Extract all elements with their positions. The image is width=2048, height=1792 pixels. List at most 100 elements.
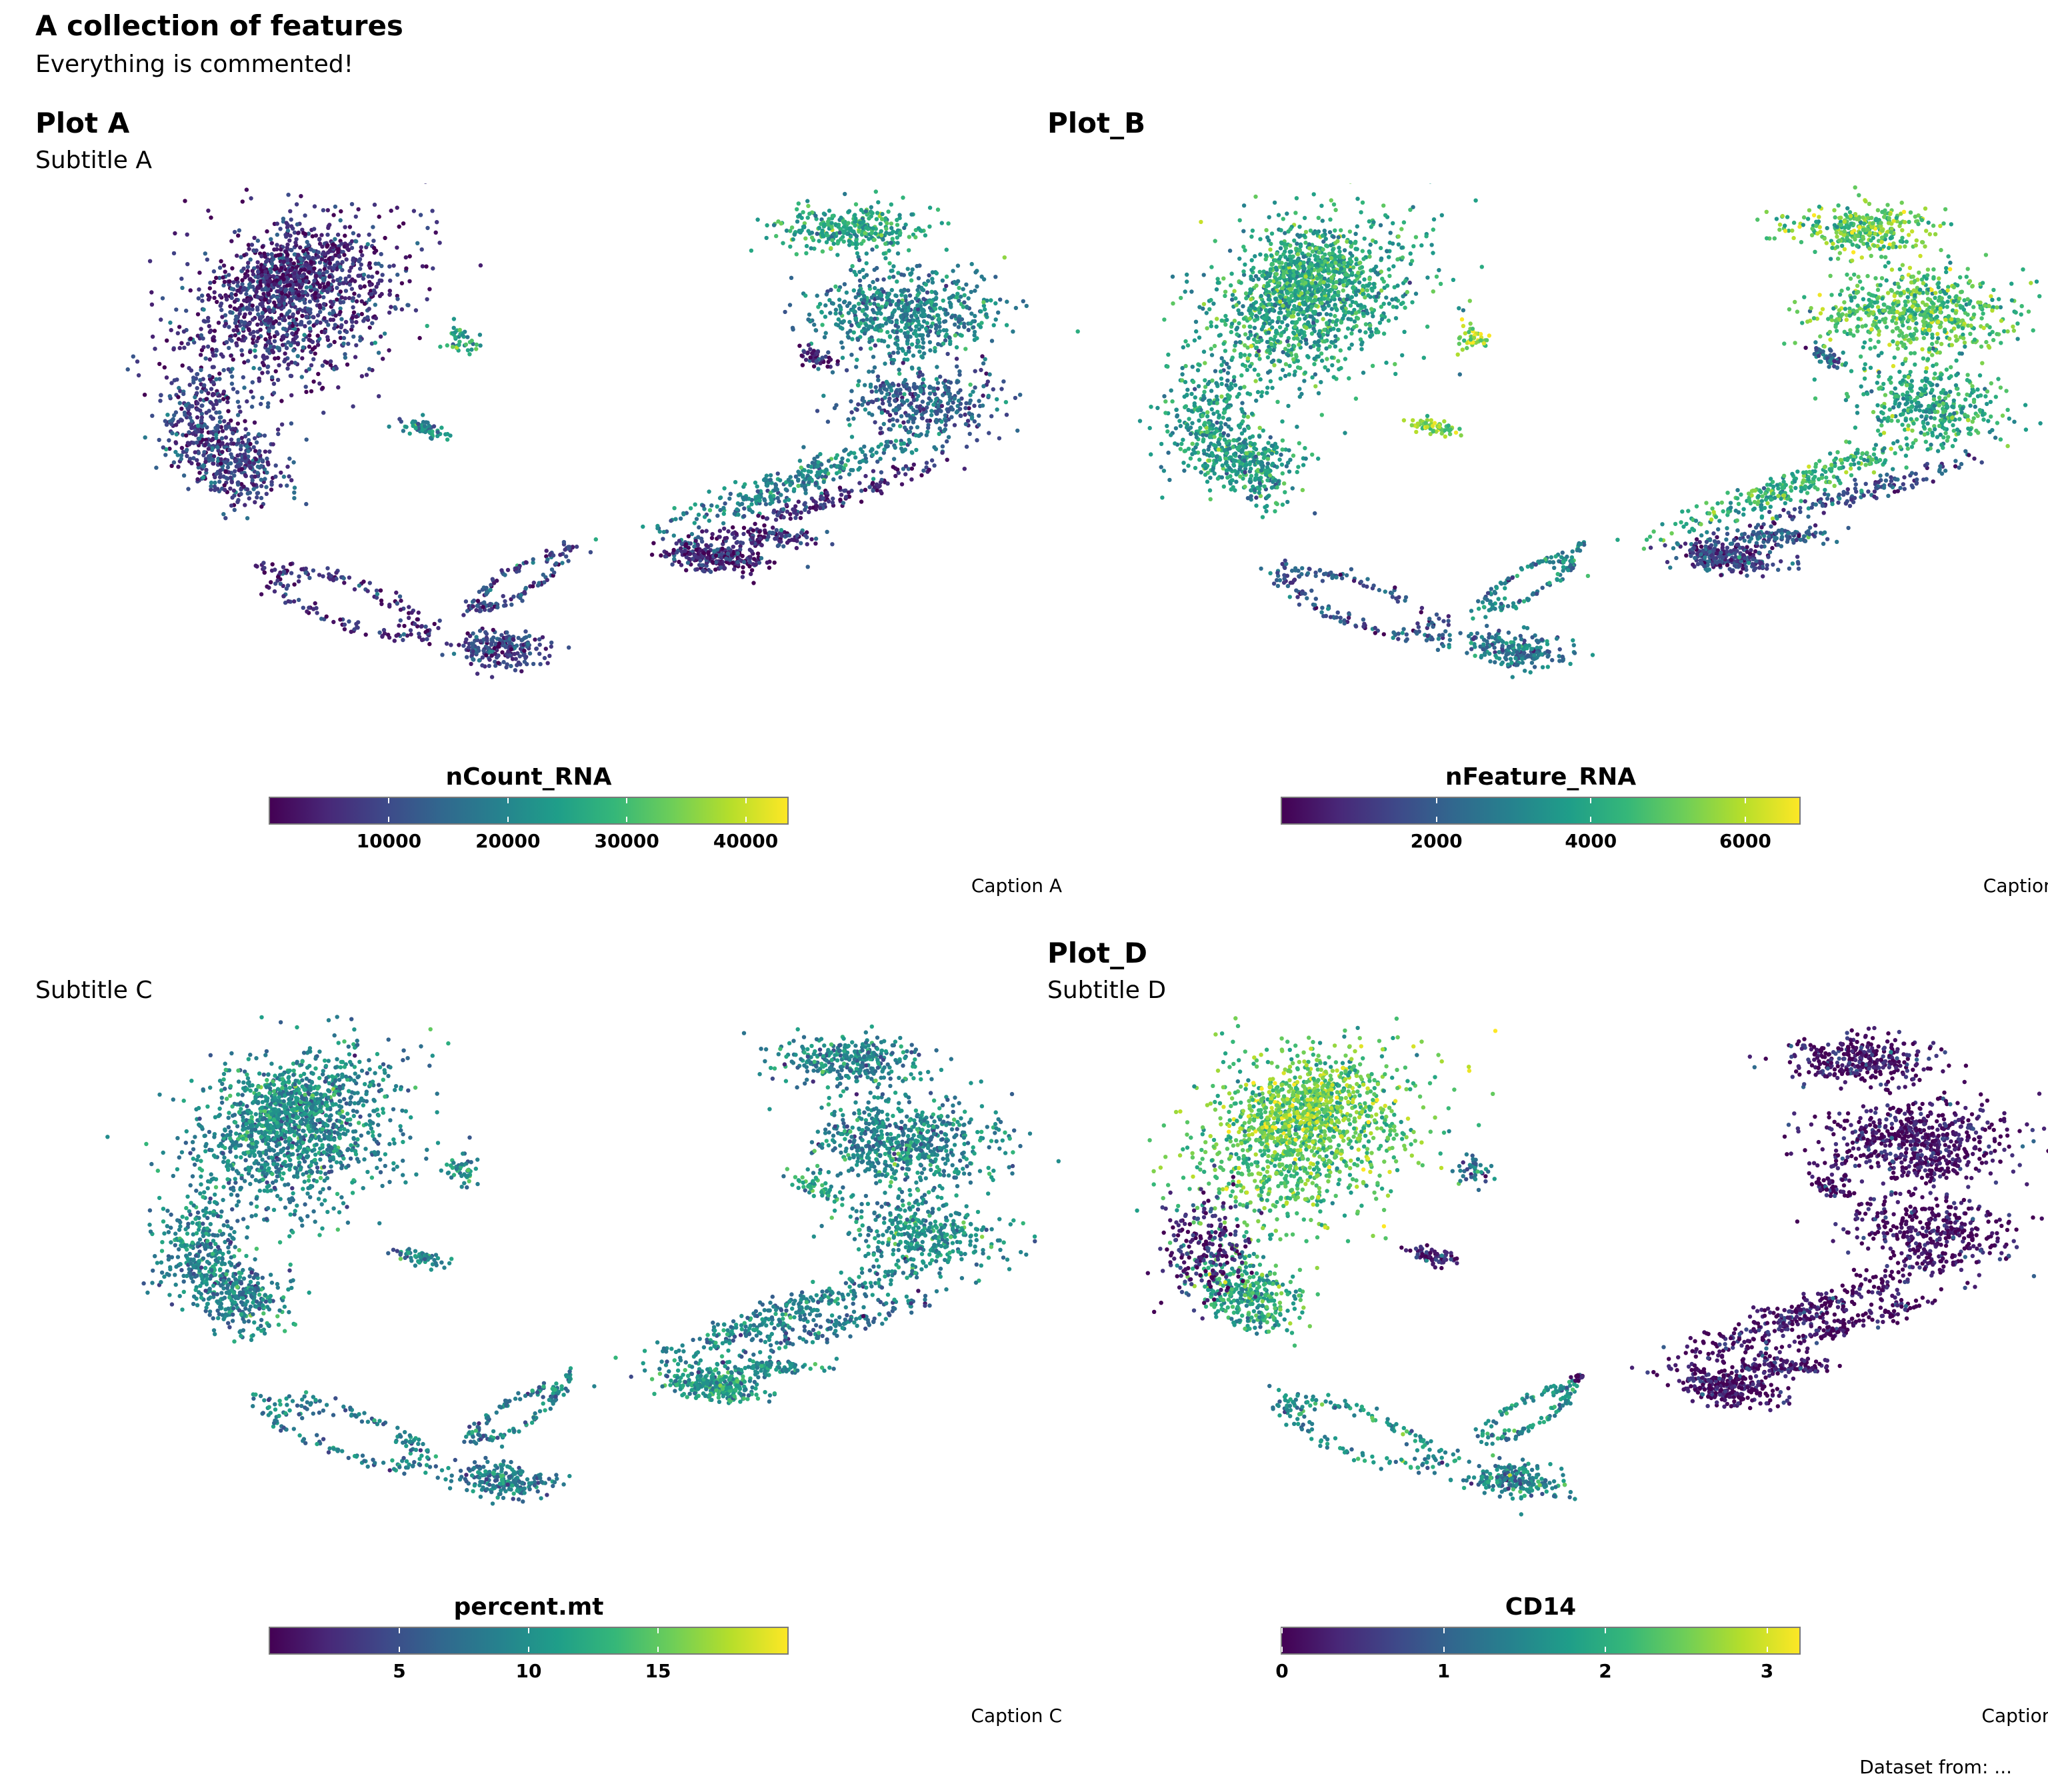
cell-point xyxy=(911,407,916,413)
cell-point xyxy=(302,267,307,272)
cell-point xyxy=(196,462,201,467)
cell-point xyxy=(457,327,462,333)
cell-point xyxy=(325,335,330,339)
cell-point xyxy=(807,312,812,317)
cell-point xyxy=(232,493,237,498)
cell-point xyxy=(356,233,361,238)
cell-point xyxy=(834,403,839,407)
cell-point xyxy=(236,437,241,442)
cell-point xyxy=(331,266,336,271)
cell-point xyxy=(173,410,179,415)
cell-point xyxy=(285,245,289,250)
cell-point xyxy=(420,427,425,432)
cell-point xyxy=(878,489,883,494)
cell-point xyxy=(246,243,251,247)
cell-point xyxy=(967,411,972,416)
cell-point xyxy=(671,547,676,553)
cell-point xyxy=(224,297,229,302)
cell-point xyxy=(366,274,371,279)
cell-point xyxy=(359,262,363,267)
cell-point xyxy=(333,323,337,327)
cell-point xyxy=(279,247,283,252)
cell-point xyxy=(212,295,217,300)
cell-point xyxy=(474,650,479,655)
cell-point xyxy=(404,425,409,429)
cell-point xyxy=(899,414,904,419)
cell-point xyxy=(973,313,977,319)
cell-point xyxy=(474,608,479,613)
cell-point xyxy=(1013,305,1019,311)
cell-point xyxy=(971,325,976,330)
cell-point xyxy=(349,239,355,244)
cell-point xyxy=(847,494,852,499)
cell-point xyxy=(233,321,238,325)
cell-point xyxy=(219,259,223,263)
cell-point xyxy=(234,277,239,281)
cell-point xyxy=(351,296,355,301)
cell-point xyxy=(201,475,206,480)
cell-point xyxy=(487,663,491,669)
cell-point xyxy=(797,213,802,217)
cell-point xyxy=(881,451,887,455)
cell-point xyxy=(260,245,265,249)
cell-point xyxy=(307,337,311,342)
cell-point xyxy=(903,425,907,430)
cell-point xyxy=(339,295,344,300)
cell-point xyxy=(588,550,593,555)
cell-point xyxy=(906,319,911,323)
cell-point xyxy=(919,473,924,478)
cell-point xyxy=(551,553,556,558)
cell-point xyxy=(198,397,203,402)
cell-point xyxy=(262,565,267,571)
cell-point xyxy=(896,346,901,351)
cell-point xyxy=(231,328,236,333)
cell-point xyxy=(795,219,800,224)
cell-point xyxy=(255,495,259,500)
cell-point xyxy=(788,512,793,517)
cell-point xyxy=(899,446,904,451)
cell-point xyxy=(251,483,256,487)
cell-point xyxy=(204,397,209,401)
cell-point xyxy=(228,310,233,315)
cell-point xyxy=(323,258,328,263)
cell-point xyxy=(338,309,343,315)
cell-point xyxy=(721,511,727,516)
cell-point xyxy=(835,453,840,458)
colorbar-tick xyxy=(626,817,628,822)
cell-point xyxy=(857,481,862,485)
cell-point xyxy=(211,380,216,385)
cell-point xyxy=(969,261,974,267)
cell-point xyxy=(983,307,987,312)
cell-point xyxy=(825,529,829,534)
cell-point xyxy=(327,311,332,316)
cell-point xyxy=(351,334,356,339)
cell-point xyxy=(493,641,499,646)
cell-point xyxy=(826,459,831,463)
cell-point xyxy=(933,349,937,353)
cell-point xyxy=(853,202,859,207)
cell-point xyxy=(779,221,783,226)
cell-point xyxy=(931,402,936,407)
cell-point xyxy=(338,617,343,622)
cell-point xyxy=(397,623,401,628)
cell-point xyxy=(747,564,752,569)
cell-point xyxy=(337,330,342,335)
cluster-9 xyxy=(783,241,1029,403)
cell-point xyxy=(715,504,719,509)
cell-point xyxy=(395,272,400,277)
cell-point xyxy=(905,301,910,307)
cell-point xyxy=(803,533,808,538)
cell-point xyxy=(794,252,799,257)
cell-point xyxy=(242,385,247,390)
cell-point xyxy=(726,546,731,551)
cell-point xyxy=(395,245,399,250)
cell-point xyxy=(252,235,257,240)
cell-point xyxy=(420,264,425,269)
cell-point xyxy=(229,455,235,459)
cell-point xyxy=(791,237,795,242)
cell-point xyxy=(207,373,212,379)
cell-point xyxy=(843,463,848,467)
cell-point xyxy=(312,266,317,271)
cell-point xyxy=(863,225,869,230)
cell-point xyxy=(962,300,967,305)
